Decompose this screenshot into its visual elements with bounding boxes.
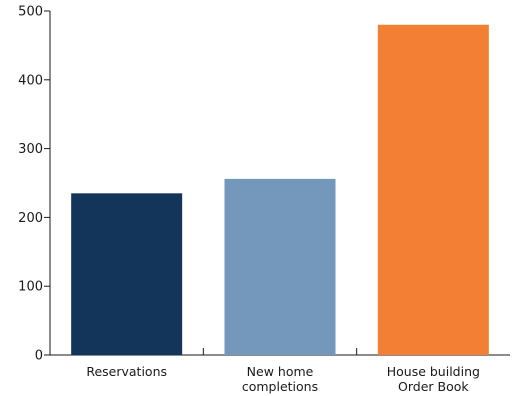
category-label-line: Order Book <box>398 379 469 394</box>
y-tick-label: 200 <box>18 211 43 226</box>
y-axis: 0 100 200 300 400 500 <box>18 5 51 364</box>
category-label-line: Reservations <box>86 364 167 379</box>
bars-group <box>71 24 489 355</box>
bar-3 <box>377 24 489 355</box>
category-label-line: completions <box>242 379 318 394</box>
y-tick-label: 400 <box>18 73 43 88</box>
y-tick-label: 0 <box>35 349 43 364</box>
y-tick-label: 300 <box>18 142 43 157</box>
category-label-1: Reservations <box>86 364 167 379</box>
category-labels: Reservations New home completions House bui… <box>86 364 480 394</box>
category-label-line: New home <box>247 364 314 379</box>
y-tick-label: 100 <box>18 280 43 295</box>
category-label-2: New home completions <box>242 364 318 394</box>
category-label-line: House building <box>387 364 480 379</box>
bar-2 <box>224 178 336 355</box>
bar-1 <box>71 193 183 355</box>
y-tick-label: 500 <box>18 5 43 20</box>
category-label-3: House building Order Book <box>387 364 480 394</box>
